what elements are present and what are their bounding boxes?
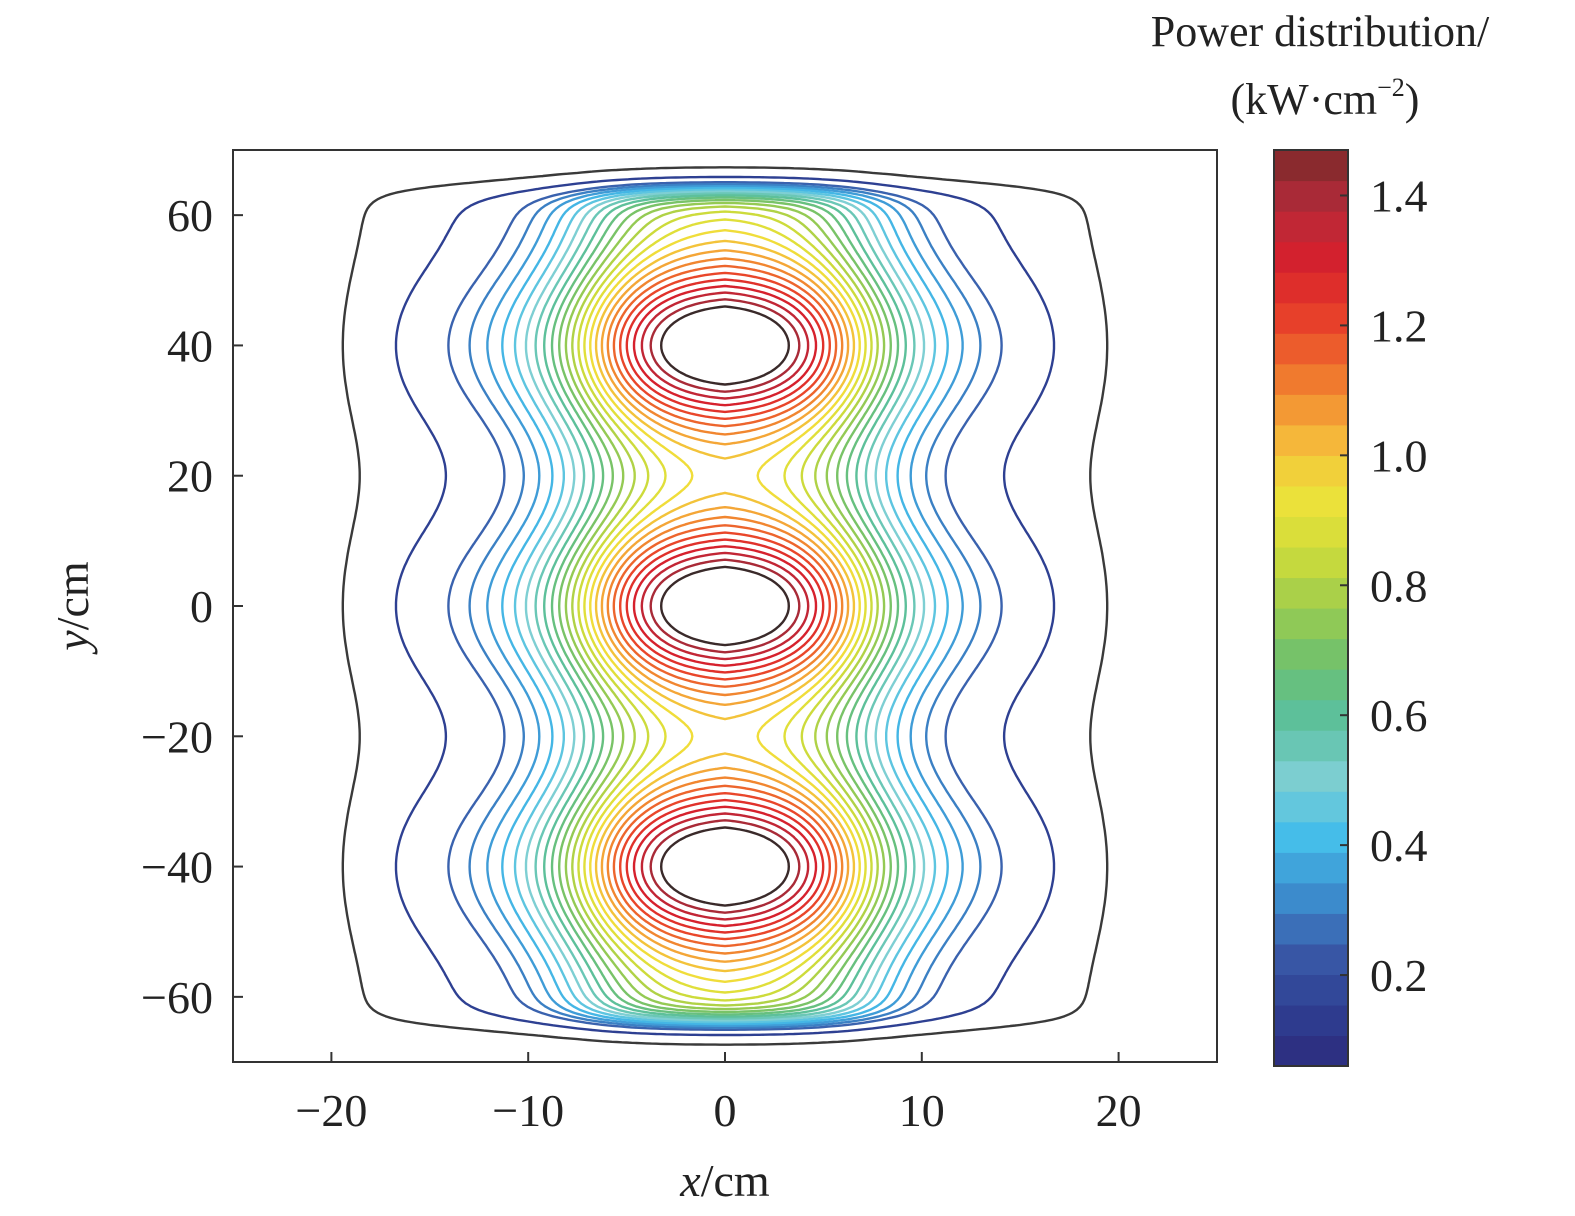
colorbar-band <box>1274 1035 1348 1067</box>
colorbar-band <box>1274 943 1348 975</box>
y-tick-label: −40 <box>141 842 213 893</box>
colorbar-tick-label: 1.0 <box>1370 430 1428 481</box>
colorbar-band <box>1274 760 1348 792</box>
y-axis: 60 40 20 0 −20 −40 −60 <box>141 190 243 1023</box>
colorbar <box>1274 150 1348 1067</box>
x-tick-label: −10 <box>492 1085 564 1136</box>
contour-line <box>625 278 825 934</box>
contour-line <box>534 192 916 1020</box>
colorbar-band <box>1274 546 1348 579</box>
colorbar-band <box>1274 180 1348 212</box>
contour-line <box>640 291 810 921</box>
colorbar-band <box>1274 638 1348 670</box>
colorbar-band <box>1274 333 1348 365</box>
y-tick-label: 0 <box>190 581 213 632</box>
contour-line <box>660 305 790 907</box>
contour-line <box>486 185 964 1027</box>
contour-line <box>577 210 873 1002</box>
y-tick-label: 20 <box>167 451 213 502</box>
colorbar-band <box>1274 272 1348 304</box>
colorbar-band <box>1274 821 1348 853</box>
colorbar-tick-label: 0.6 <box>1370 690 1428 741</box>
contour-line <box>600 249 850 963</box>
colorbar-band <box>1274 577 1348 609</box>
colorbar-band <box>1274 882 1348 914</box>
colorbar-band <box>1274 516 1348 548</box>
contour-line <box>341 166 1109 1046</box>
colorbar-band <box>1274 730 1348 762</box>
contour-line <box>394 175 1056 1037</box>
colorbar-band <box>1274 791 1348 823</box>
contour-line <box>649 298 801 914</box>
contour-line <box>589 229 861 983</box>
contour-line <box>447 181 1003 1031</box>
colorbar-band <box>1274 363 1348 395</box>
x-tick-label: −20 <box>295 1085 367 1136</box>
y-axis-label: y/cm <box>47 561 98 655</box>
contour-line <box>550 196 900 1016</box>
colorbar-band <box>1274 424 1348 456</box>
colorbar-band <box>1274 302 1348 334</box>
contour-line <box>612 264 838 948</box>
colorbar-band <box>1274 913 1348 945</box>
colorbar-band <box>1274 485 1348 517</box>
contour-line <box>564 201 886 1011</box>
contour-line <box>606 257 844 955</box>
contour-line <box>632 284 818 928</box>
colorbar-band <box>1274 241 1348 273</box>
colorbar-band <box>1274 394 1348 426</box>
contour-line <box>543 194 907 1018</box>
colorbar-band <box>1274 1004 1348 1037</box>
contour-lines <box>341 166 1109 1046</box>
colorbar-tick-label: 0.8 <box>1370 560 1428 611</box>
contour-line <box>468 183 982 1029</box>
colorbar-tick-label: 0.4 <box>1370 820 1428 871</box>
colorbar-band <box>1274 974 1348 1006</box>
contour-line <box>583 218 867 994</box>
colorbar-band <box>1274 608 1348 640</box>
contour-line <box>571 205 879 1007</box>
x-axis-label: x/cm <box>679 1155 770 1206</box>
colorbar-tick-label: 1.2 <box>1370 300 1428 351</box>
contour-line <box>524 190 926 1022</box>
y-tick-label: 60 <box>167 190 213 241</box>
y-tick-label: −60 <box>141 972 213 1023</box>
contour-line <box>594 239 856 973</box>
contour-line <box>501 186 949 1026</box>
colorbar-band <box>1274 211 1348 243</box>
colorbar-band <box>1274 455 1348 487</box>
y-tick-label: 40 <box>167 320 213 371</box>
y-tick-label: −20 <box>141 711 213 762</box>
x-axis: −20 −10 0 10 20 <box>295 1052 1142 1136</box>
x-tick-label: 0 <box>714 1085 737 1136</box>
x-tick-label: 10 <box>899 1085 945 1136</box>
contour-line <box>558 198 892 1014</box>
colorbar-band <box>1274 669 1348 701</box>
colorbar-title-line2: (kW·cm−2) <box>1231 73 1420 124</box>
x-tick-label: 20 <box>1096 1085 1142 1136</box>
colorbar-tick-label: 1.4 <box>1370 170 1428 221</box>
colorbar-title-line1: Power distribution/ <box>1151 7 1490 56</box>
contour-line <box>513 188 937 1024</box>
colorbar-frame <box>1273 149 1349 1067</box>
colorbar-ticks: 0.2 0.4 0.6 0.8 1.0 1.2 1.4 <box>1340 170 1428 1001</box>
colorbar-tick-label: 0.2 <box>1370 950 1428 1001</box>
colorbar-band <box>1274 852 1348 884</box>
colorbar-band <box>1274 150 1348 182</box>
contour-line <box>619 271 831 941</box>
colorbar-band <box>1274 699 1348 731</box>
